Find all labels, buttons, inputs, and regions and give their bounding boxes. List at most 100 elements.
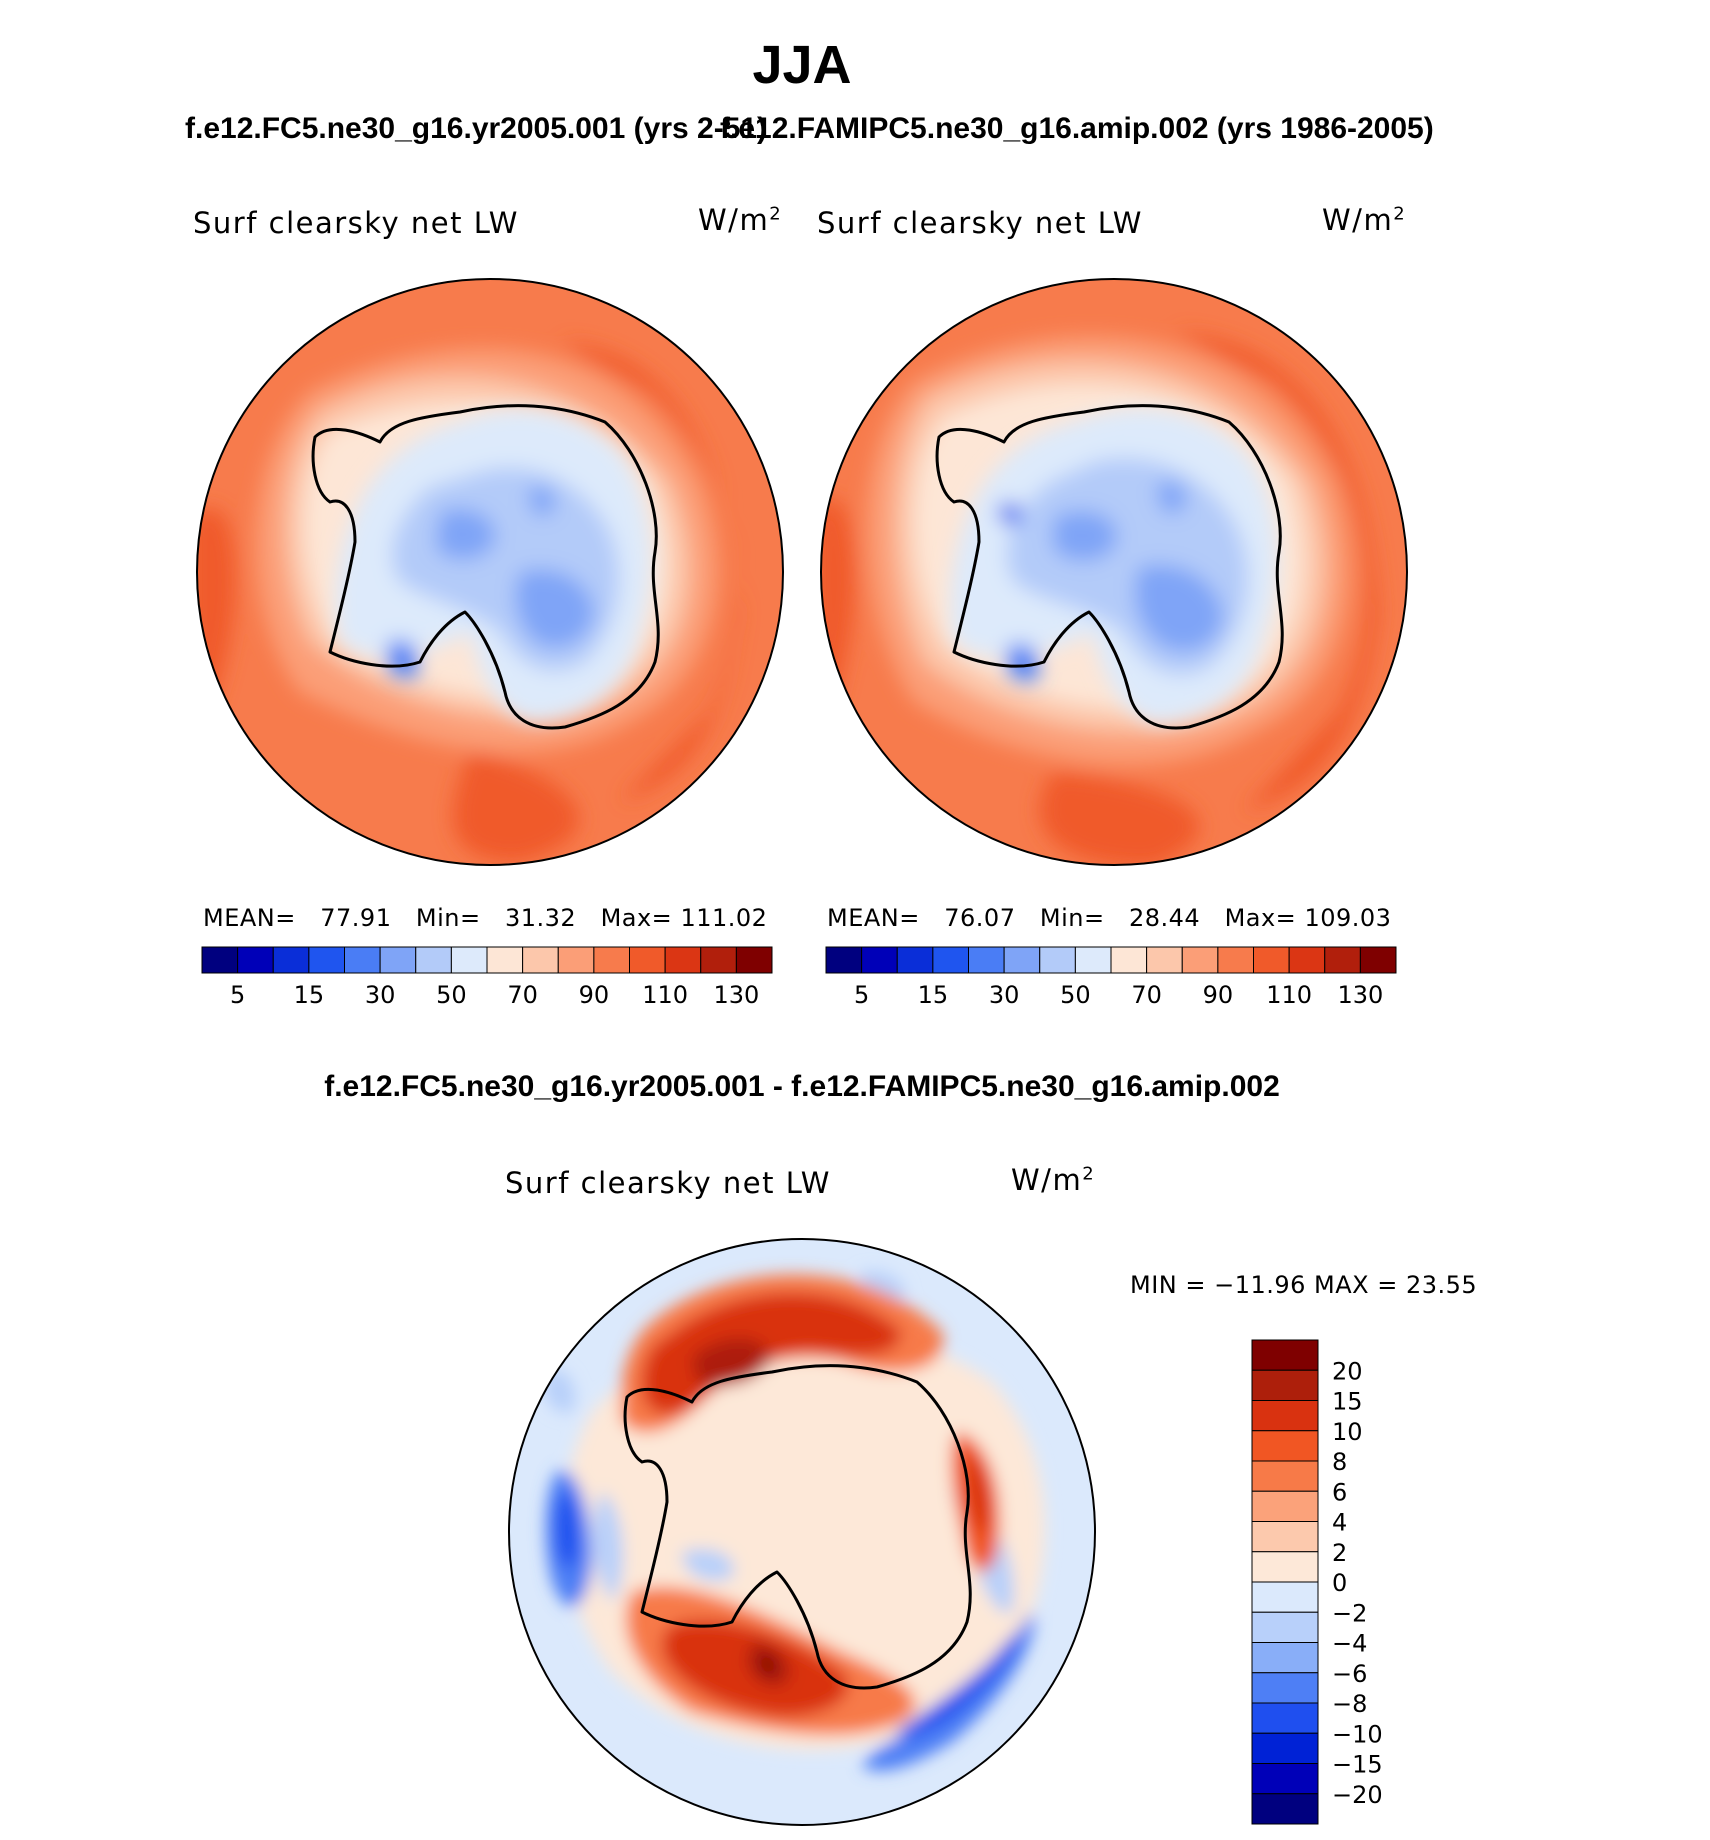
panel3-colorbar-swatch — [1251, 1611, 1319, 1643]
case1-header: f.e12.FC5.ne30_g16.yr2005.001 (yrs 2-51) — [185, 112, 768, 145]
panel1-colorbar-tick-label: 70 — [507, 981, 538, 1009]
panel1-colorbar-swatch — [272, 946, 310, 974]
panel2-colorbar-swatch — [1110, 946, 1148, 974]
panel2-colorbar-swatch — [1146, 946, 1183, 974]
case2-header: f.e12.FAMIPC5.ne30_g16.amip.002 (yrs 198… — [720, 112, 1434, 145]
panel2-stats: MEAN= 76.07 Min= 28.44 Max= 109.03 — [827, 904, 1391, 932]
panel3-variable-title: Surf clearsky net LW — [505, 1166, 831, 1200]
panel1-colorbar-tick-label: 90 — [579, 981, 610, 1009]
panel2-colorbar-tick-label: 90 — [1203, 981, 1234, 1009]
panel3-colorbar-swatch — [1251, 1672, 1319, 1704]
panel3-colorbar-swatch — [1251, 1521, 1319, 1553]
panel3-polar-map — [508, 1238, 1096, 1826]
panel3-colorbar-swatch — [1251, 1793, 1319, 1825]
panel1-map-border — [196, 278, 784, 866]
panel3-units: W/m2 — [1011, 1163, 1096, 1197]
panel3-map-border — [508, 1238, 1096, 1826]
panel3-colorbar-tick-label: 10 — [1332, 1418, 1363, 1446]
panel2-colorbar-tick-label: 70 — [1131, 981, 1162, 1009]
panel3-colorbar-swatch — [1251, 1490, 1319, 1522]
panel1-max-value: 111.02 — [680, 904, 768, 932]
panel1-colorbar-swatch — [308, 946, 345, 974]
panel2-colorbar-swatch — [861, 946, 898, 974]
panel2-colorbar-tick-label: 15 — [918, 981, 949, 1009]
panel1-colorbar-swatch — [379, 946, 417, 974]
panel1-colorbar-swatch — [557, 946, 595, 974]
panel1-colorbar-swatch — [415, 946, 452, 974]
panel3-colorbar-tick-label: −6 — [1332, 1660, 1367, 1688]
panel2-colorbar-swatch — [1288, 946, 1326, 974]
panel2-colorbar-swatch — [1324, 946, 1361, 974]
panel1-min-value: 31.32 — [504, 904, 577, 932]
panel3-colorbar-tick-label: 20 — [1332, 1357, 1363, 1385]
panel1-max-label: Max= — [600, 904, 673, 932]
panel1-mean-label: MEAN= — [203, 904, 296, 932]
panel1-colorbar-swatch — [201, 946, 239, 974]
panel3-coastline — [623, 1364, 972, 1690]
panel1-coastline — [311, 404, 660, 730]
panel3-colorbar-tick-label: −4 — [1332, 1630, 1367, 1658]
panel1-units: W/m2 — [698, 203, 783, 237]
panel2-colorbar-swatch — [968, 946, 1005, 974]
panel3-minmax: MIN = −11.96 MAX = 23.55 — [1130, 1271, 1478, 1299]
panel2-colorbar-tick-label: 110 — [1266, 981, 1312, 1009]
panel3-colorbar-tick-label: −15 — [1332, 1751, 1383, 1779]
difference-header: f.e12.FC5.ne30_g16.yr2005.001 - f.e12.FA… — [324, 1070, 1280, 1103]
panel1-stats: MEAN= 77.91 Min= 31.32 Max= 111.02 — [203, 904, 767, 932]
panel3-colorbar-swatch — [1251, 1642, 1319, 1674]
panel3-colorbar-swatch — [1251, 1430, 1319, 1462]
panel3-colorbar-tick-label: 2 — [1332, 1539, 1347, 1567]
panel2-polar-map — [820, 278, 1408, 866]
panel1-colorbar-swatch — [237, 946, 274, 974]
panel2-coastline — [935, 404, 1284, 730]
panel3-colorbar-tick-label: 0 — [1332, 1569, 1347, 1597]
panel2-colorbar-swatch — [896, 946, 934, 974]
panel2-colorbar-tick-label: 50 — [1060, 981, 1091, 1009]
panel1-colorbar-swatch — [700, 946, 737, 974]
panel1-colorbar-swatch — [486, 946, 524, 974]
panel1-polar-map — [196, 278, 784, 866]
panel3-colorbar-swatch — [1251, 1369, 1319, 1401]
panel2-max-label: Max= — [1224, 904, 1297, 932]
panel2-mean-label: MEAN= — [827, 904, 920, 932]
panel2-colorbar-tick-label: 30 — [989, 981, 1020, 1009]
panel2-colorbar-swatch — [1181, 946, 1219, 974]
panel2-colorbar-tick-label: 5 — [854, 981, 869, 1009]
panel1-variable-title: Surf clearsky net LW — [193, 206, 519, 240]
panel1-colorbar-tick-label: 130 — [713, 981, 759, 1009]
panel2-map-border — [820, 278, 1408, 866]
panel1-colorbar-swatch — [593, 946, 630, 974]
panel1-colorbar-swatch — [735, 946, 773, 974]
panel3-colorbar-swatch — [1251, 1339, 1319, 1371]
panel3-colorbar-tick-label: −20 — [1332, 1781, 1383, 1809]
panel2-colorbar-tick-label: 130 — [1337, 981, 1383, 1009]
season-title: JJA — [752, 35, 852, 95]
panel2-colorbar-swatch — [1217, 946, 1254, 974]
panel2-variable-title: Surf clearsky net LW — [817, 206, 1143, 240]
panel2-min-label: Min= — [1039, 904, 1105, 932]
panel2-colorbar-swatch — [1003, 946, 1041, 974]
panel3-colorbar-swatch — [1251, 1551, 1319, 1583]
panel1-colorbar-tick-label: 50 — [436, 981, 467, 1009]
panel2-colorbar-swatch — [1253, 946, 1290, 974]
panel1-colorbar-swatch — [344, 946, 381, 974]
panel2-colorbar-swatch — [825, 946, 863, 974]
panel3-colorbar-tick-label: 6 — [1332, 1478, 1347, 1506]
panel3-colorbar-swatch — [1251, 1400, 1319, 1432]
panel3-colorbar-swatch — [1251, 1763, 1319, 1795]
panel1-colorbar-swatch — [450, 946, 488, 974]
panel3-colorbar-tick-label: −10 — [1332, 1720, 1383, 1748]
panel3-colorbar-tick-label: 8 — [1332, 1448, 1347, 1476]
panel2-min-value: 28.44 — [1128, 904, 1201, 932]
panel2-colorbar-swatch — [932, 946, 969, 974]
panel2-mean-value: 76.07 — [944, 904, 1016, 932]
panel3-colorbar-swatch — [1251, 1581, 1319, 1613]
panel1-colorbar-tick-label: 5 — [230, 981, 245, 1009]
panel2-colorbar: 5 15 30 50 70 90 110 130 — [825, 946, 1397, 1009]
panel2-max-value: 109.03 — [1304, 904, 1392, 932]
panel2-units: W/m2 — [1322, 203, 1407, 237]
panel2-colorbar-swatch — [1039, 946, 1076, 974]
panel3-colorbar-tick-label: −8 — [1332, 1690, 1367, 1718]
